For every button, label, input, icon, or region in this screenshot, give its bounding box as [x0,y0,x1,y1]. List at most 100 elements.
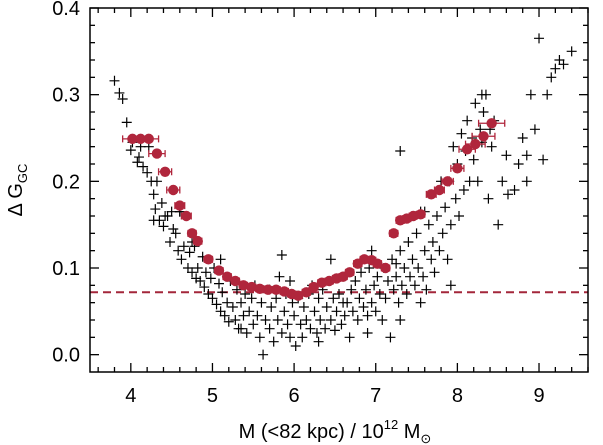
scatter-point [521,150,532,161]
scatter-point [513,159,524,169]
scatter-point [356,267,367,278]
scatter-point [211,299,222,310]
binned-point [486,118,497,129]
scatter-point [260,315,271,325]
scatter-point [529,124,540,135]
binned-point [159,166,171,177]
scatter-point [413,263,424,273]
scatter-point [385,332,396,343]
x-tick-label: 8 [452,385,463,407]
binned-point [388,228,399,239]
scatter-point [391,258,402,269]
scatter-point [372,271,383,282]
scatter-point [121,117,132,128]
scatter-point [483,193,494,204]
scatter-point [431,211,442,221]
scatter-point [236,297,247,308]
binned-point [461,144,473,155]
scatter-point [423,219,434,230]
scatter-point [534,33,545,44]
scatter-point [301,315,312,325]
scatter-point [256,297,267,308]
scatter-point [418,271,429,282]
binned-point [452,163,463,174]
scatter-point [542,89,553,100]
binned-point [434,184,445,196]
scatter-point [230,315,241,325]
binned-point [151,148,163,159]
scatter-point [346,284,357,295]
binned-point [372,258,383,269]
scatter-point [405,271,416,282]
scatter-point [217,287,228,298]
scatter-point [366,297,377,308]
scatter-point [192,263,203,273]
scatter-point [362,310,373,321]
scatter-point [156,198,167,208]
scatter-point [407,254,418,265]
plot-layer [90,33,588,360]
scatter-point [264,323,275,334]
scatter-point [442,254,453,265]
y-tick-label: 0.1 [52,258,80,280]
binned-point [380,262,391,274]
scatter-point [369,280,380,291]
scatter-point [297,332,308,343]
scatter-point [538,154,549,165]
scatter-point [199,282,210,293]
scatter-point [411,228,422,239]
scatter-point [358,302,369,312]
binned-point [174,200,186,211]
binned-point [221,271,233,282]
scatter-point [502,189,513,200]
scatter-point [252,310,263,321]
scatter-point [354,293,365,304]
scatter-point [150,204,161,215]
scatter-point [109,75,120,86]
scatter-point [382,276,393,286]
binned-point [344,267,355,278]
y-tick-label: 0.0 [52,345,80,367]
scatter-point [158,221,169,232]
plot-frame [89,7,589,373]
scatter-point [132,157,143,168]
binned-point [143,133,154,145]
scatter-point [472,176,483,187]
scatter-point [380,293,391,304]
scatter-point [200,267,211,278]
scatter-point [271,293,282,304]
scatter-point [415,297,426,308]
scatter-point [248,319,259,330]
y-tick-label: 0.2 [52,171,80,193]
scatter-point [246,293,257,304]
scatter-point [339,310,350,321]
scatter-point [315,315,326,325]
scatter-point [429,267,440,278]
scatter-point [320,323,331,334]
scatter-point [313,293,324,304]
scatter-point [426,254,437,265]
binned-point [230,275,241,287]
scatter-point [148,215,159,226]
scatter-point [395,146,406,156]
scatter-point [325,315,336,325]
scatter-point [227,302,238,312]
scatter-point [401,289,412,299]
scatter-point [176,254,187,265]
scatter-point [445,280,456,291]
scatter-point [419,245,430,256]
scatter-point [236,323,247,334]
scatter-point [395,245,406,256]
scatter-point [231,284,242,295]
scatter-point [219,310,230,321]
scatter-point [215,306,226,317]
scatter-point [336,319,347,330]
y-axis-title-main: Δ G [5,183,27,216]
scatter-point [427,237,438,247]
scatter-point [347,306,358,317]
scatter-point [558,59,569,70]
scatter-point [285,332,296,343]
scatter-point [470,98,481,109]
scatter-point [329,325,340,336]
scatter-point [325,254,336,265]
